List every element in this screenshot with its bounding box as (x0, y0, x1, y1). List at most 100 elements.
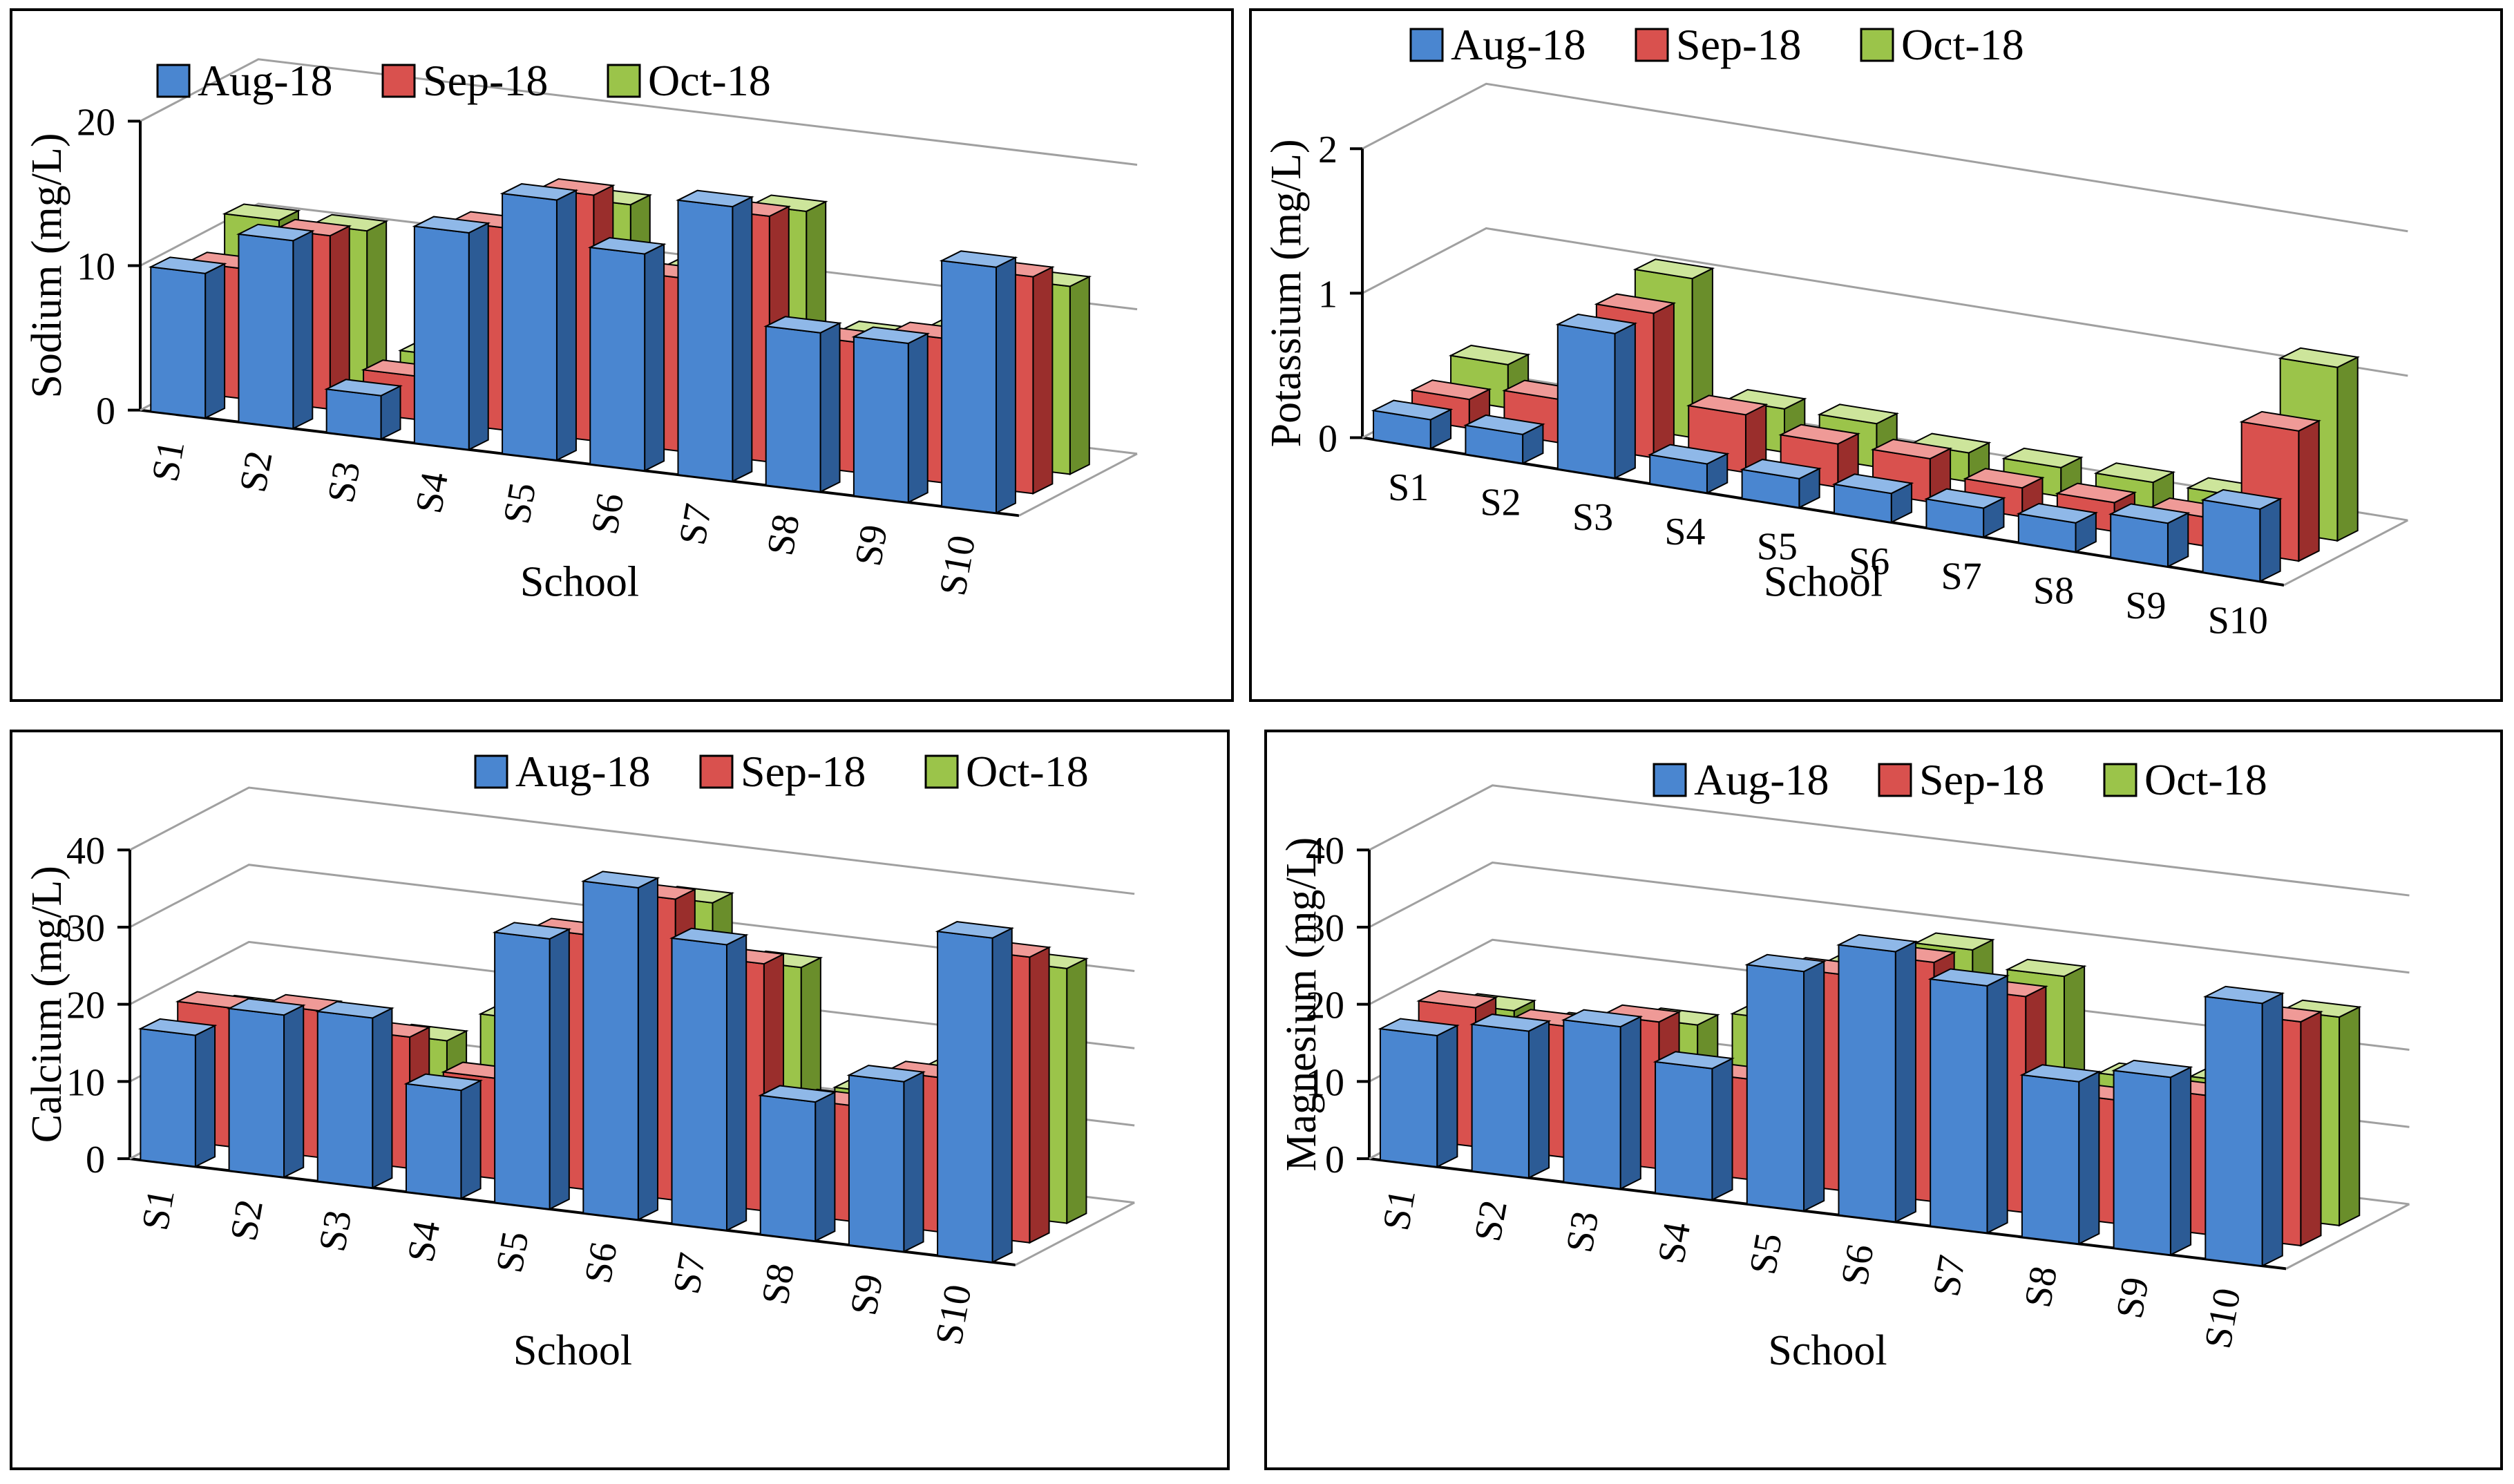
bar (137, 1018, 218, 1168)
panel-potassium: 0 1 2 S1 S2 S3 S4 S5 S6 S7 S8 S9 S10 School Potassium … (1249, 8, 2503, 702)
y-axis-title: Sodium (mg/L) (23, 133, 70, 398)
legend-label: Oct-18 (648, 56, 771, 105)
gridline (129, 940, 1135, 1049)
bar (1744, 953, 1827, 1212)
legend: Aug-18 Sep-18 Oct-18 (1409, 20, 2024, 69)
bar (2111, 1059, 2193, 1256)
panel-calcium: 0 10 20 30 40 S1 S2 S3 S4 S5 S6 S7 S8 S9 S10 School Calc… (10, 730, 1230, 1470)
y-tick-label: 30 (66, 907, 105, 950)
legend-label: Oct-18 (2144, 755, 2267, 804)
y-tick-label: 20 (66, 984, 105, 1027)
plot-area: 0 1 2 S1 S2 S3 S4 S5 S6 S7 S8 S9 S10 (1318, 82, 2409, 642)
x-tick-label: S10 (931, 532, 984, 599)
bar (1647, 444, 1730, 494)
legend-swatch (1860, 28, 1894, 62)
y-axis-title: Calcium (mg/L) (23, 866, 70, 1143)
bar (669, 927, 749, 1232)
legend: Aug-18 Sep-18 Oct-18 (1653, 755, 2267, 804)
sodium-chart: 0 10 20 S1 S2 S3 S4 S5 S6 S7 S8 S9 S10 School Sodium (… (23, 56, 1138, 606)
x-tick-label: S8 (759, 511, 808, 559)
bar (2019, 1064, 2102, 1245)
bar (2108, 503, 2191, 568)
x-tick-label: S1 (1375, 1186, 1424, 1234)
legend-swatch (1878, 763, 1912, 797)
plot-area: 0 10 20 30 40 S1 S2 S3 S4 S5 S6 S7 S8 S9 S10 (66, 786, 1135, 1349)
x-tick-label: S1 (144, 437, 193, 485)
x-tick-label: S8 (2033, 570, 2074, 613)
bar (939, 250, 1018, 514)
gridline (129, 864, 1135, 973)
bar (846, 1065, 926, 1253)
x-tick-label: S3 (1558, 1208, 1607, 1255)
legend-swatch (1635, 28, 1669, 62)
bar (851, 326, 931, 504)
x-axis-title: School (513, 1327, 632, 1374)
y-tick-label: 10 (1306, 1061, 1344, 1104)
bar (227, 998, 306, 1179)
bar (1463, 414, 1545, 465)
x-tick-label: S4 (1664, 511, 1705, 553)
bar (492, 922, 572, 1210)
y-axis-title: Potassium (mg/L) (1263, 139, 1310, 447)
legend-swatch (381, 64, 416, 98)
gridline (140, 202, 1138, 311)
y-tick-label: 20 (1306, 984, 1344, 1027)
x-axis-title: School (520, 559, 639, 606)
bar (1378, 1018, 1460, 1168)
potassium-chart: 0 1 2 S1 S2 S3 S4 S5 S6 S7 S8 S9 S10 School Potassium … (1263, 20, 2409, 642)
x-tick-label: S6 (577, 1239, 626, 1286)
legend: Aug-18 Sep-18 Oct-18 (156, 56, 771, 105)
x-tick-label: S7 (665, 1250, 714, 1297)
bar (403, 1073, 484, 1200)
y-tick-label: 1 (1318, 273, 1337, 316)
legend-label: Oct-18 (1901, 20, 2024, 69)
legend-swatch (2103, 763, 2137, 797)
gridline (1362, 82, 2408, 233)
legend-label: Sep-18 (741, 747, 866, 796)
y-axis-title: Magnesium (mg/L) (1278, 837, 1325, 1172)
bar (1561, 1009, 1644, 1190)
x-tick-label: S10 (927, 1282, 980, 1349)
x-tick-label: S6 (1833, 1241, 1882, 1288)
y-tick-label: 0 (96, 390, 115, 433)
y-tick-label: 10 (77, 246, 115, 289)
x-tick-label: S6 (1849, 540, 1889, 583)
legend-swatch (474, 754, 508, 789)
bar (2200, 488, 2283, 583)
y-tick-label: 0 (1318, 418, 1337, 461)
bar (1740, 458, 1822, 509)
x-tick-label: S2 (1480, 482, 1521, 524)
plot-area: 0 10 20 S1 S2 S3 S4 S5 S6 S7 S8 S9 S10 (77, 58, 1138, 599)
x-tick-label: S9 (2125, 584, 2166, 627)
gridline (1362, 227, 2408, 377)
legend-label: Aug-18 (1694, 755, 1829, 804)
y-tick-label: 2 (1318, 129, 1337, 171)
legend-swatch (156, 64, 191, 98)
bar (324, 379, 403, 441)
x-tick-label: S8 (2017, 1263, 2066, 1311)
legend-label: Sep-18 (1919, 755, 2044, 804)
bar (236, 223, 315, 430)
x-tick-label: S7 (1925, 1252, 1974, 1300)
x-tick-label: S10 (2208, 599, 2268, 642)
bar (1831, 473, 1914, 524)
gridline (129, 786, 1135, 895)
legend-swatch (1653, 763, 1687, 797)
legend-label: Aug-18 (198, 56, 333, 105)
x-tick-label: S7 (671, 500, 720, 548)
bar (935, 921, 1015, 1264)
gridline (1369, 938, 2410, 1051)
magnesium-chart: 0 10 20 30 40 S1 S2 S3 S4 S5 S6 S7 S8 S9 S10 School Magn… (1278, 755, 2410, 1374)
bar (1927, 968, 2010, 1235)
x-tick-label: S9 (847, 522, 896, 569)
x-tick-label: S4 (1650, 1219, 1699, 1266)
x-tick-label: S2 (1467, 1197, 1516, 1244)
y-tick-label: 30 (1306, 907, 1344, 950)
bar (763, 316, 842, 493)
x-tick-label: S3 (311, 1207, 360, 1255)
legend-swatch (1409, 28, 1444, 62)
bar (315, 1000, 394, 1189)
x-axis-title: School (1768, 1327, 1887, 1374)
legend-label: Aug-18 (515, 747, 651, 796)
x-tick-label: S5 (1757, 526, 1798, 569)
